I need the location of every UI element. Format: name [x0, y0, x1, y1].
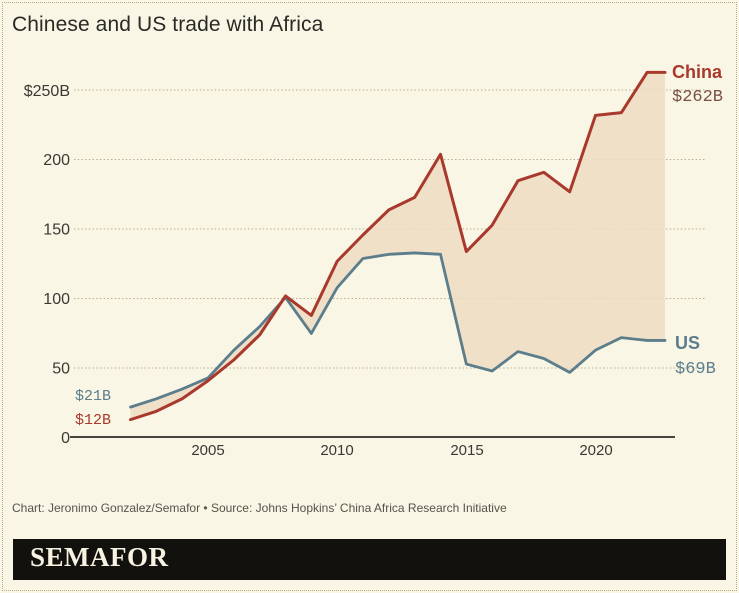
svg-text:$69B: $69B — [675, 360, 716, 379]
svg-text:100: 100 — [43, 291, 70, 308]
svg-text:$250B: $250B — [24, 83, 70, 100]
svg-text:50: 50 — [52, 361, 70, 378]
svg-text:2015: 2015 — [450, 442, 483, 459]
svg-text:2020: 2020 — [579, 442, 612, 459]
svg-text:150: 150 — [43, 222, 70, 239]
svg-text:$12B: $12B — [75, 412, 111, 429]
svg-text:0: 0 — [61, 430, 70, 447]
svg-text:200: 200 — [43, 152, 70, 169]
svg-text:$262B: $262B — [672, 88, 723, 107]
svg-text:2005: 2005 — [191, 442, 224, 459]
svg-text:China: China — [672, 62, 723, 82]
svg-text:2010: 2010 — [320, 442, 353, 459]
svg-text:$21B: $21B — [75, 388, 111, 405]
svg-text:US: US — [675, 333, 700, 353]
